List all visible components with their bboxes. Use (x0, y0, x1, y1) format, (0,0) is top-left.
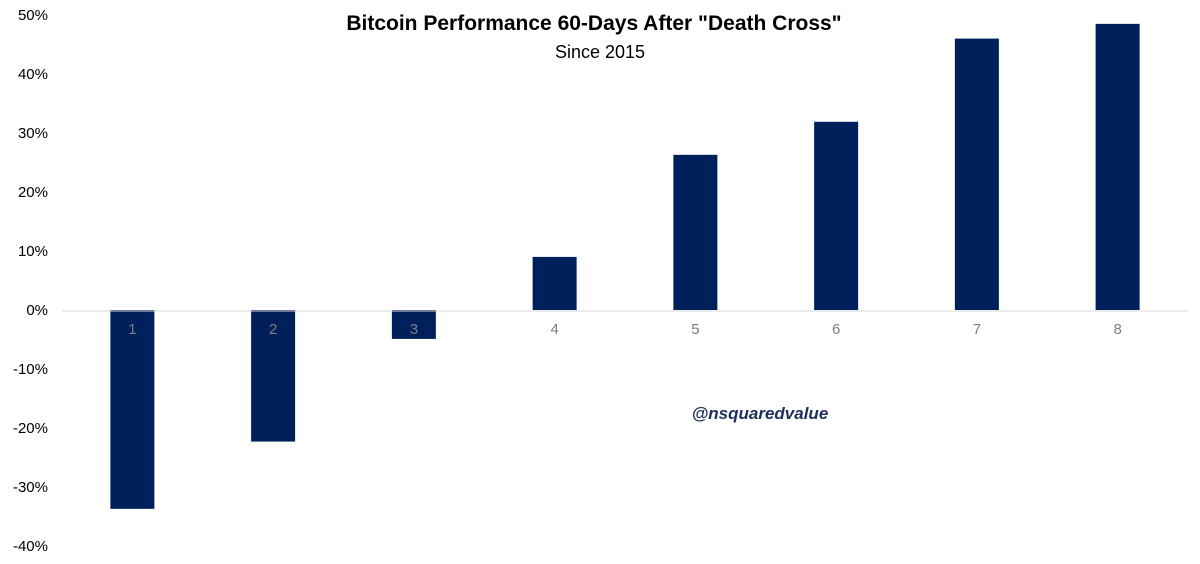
x-axis-ticks: 1 2 3 4 5 6 7 8 (128, 321, 1122, 338)
y-axis-ticks: 50% 40% 30% 20% 10% 0% -10% -20% -30% -40% (13, 7, 48, 555)
bar-5 (673, 154, 718, 310)
bar-series (110, 23, 1140, 509)
y-tick-label: 10% (18, 243, 48, 260)
x-tick-label: 8 (1113, 321, 1121, 338)
x-tick-label: 3 (410, 321, 418, 338)
chart-title: Bitcoin Performance 60-Days After "Death… (346, 12, 841, 35)
bar-6 (814, 121, 859, 310)
bar-1 (110, 310, 155, 509)
chart-subtitle: Since 2015 (555, 42, 645, 62)
x-tick-label: 7 (973, 321, 981, 338)
bar-4 (532, 256, 577, 310)
y-tick-label: -10% (13, 361, 48, 378)
x-tick-label: 2 (269, 321, 277, 338)
y-tick-label: 40% (18, 66, 48, 83)
y-tick-label: 0% (26, 302, 48, 319)
x-tick-label: 5 (691, 321, 699, 338)
x-tick-label: 1 (128, 321, 136, 338)
x-tick-label: 4 (550, 321, 558, 338)
y-tick-label: -40% (13, 538, 48, 555)
watermark-annotation: @nsquaredvalue (692, 404, 829, 423)
x-tick-label: 6 (832, 321, 840, 338)
bar-8 (1095, 23, 1140, 310)
bar-7 (954, 38, 999, 310)
y-tick-label: -30% (13, 479, 48, 496)
y-tick-label: 30% (18, 125, 48, 142)
y-tick-label: 50% (18, 7, 48, 24)
y-tick-label: 20% (18, 184, 48, 201)
bar-2 (251, 310, 296, 442)
y-tick-label: -20% (13, 420, 48, 437)
bar-3 (391, 310, 436, 339)
